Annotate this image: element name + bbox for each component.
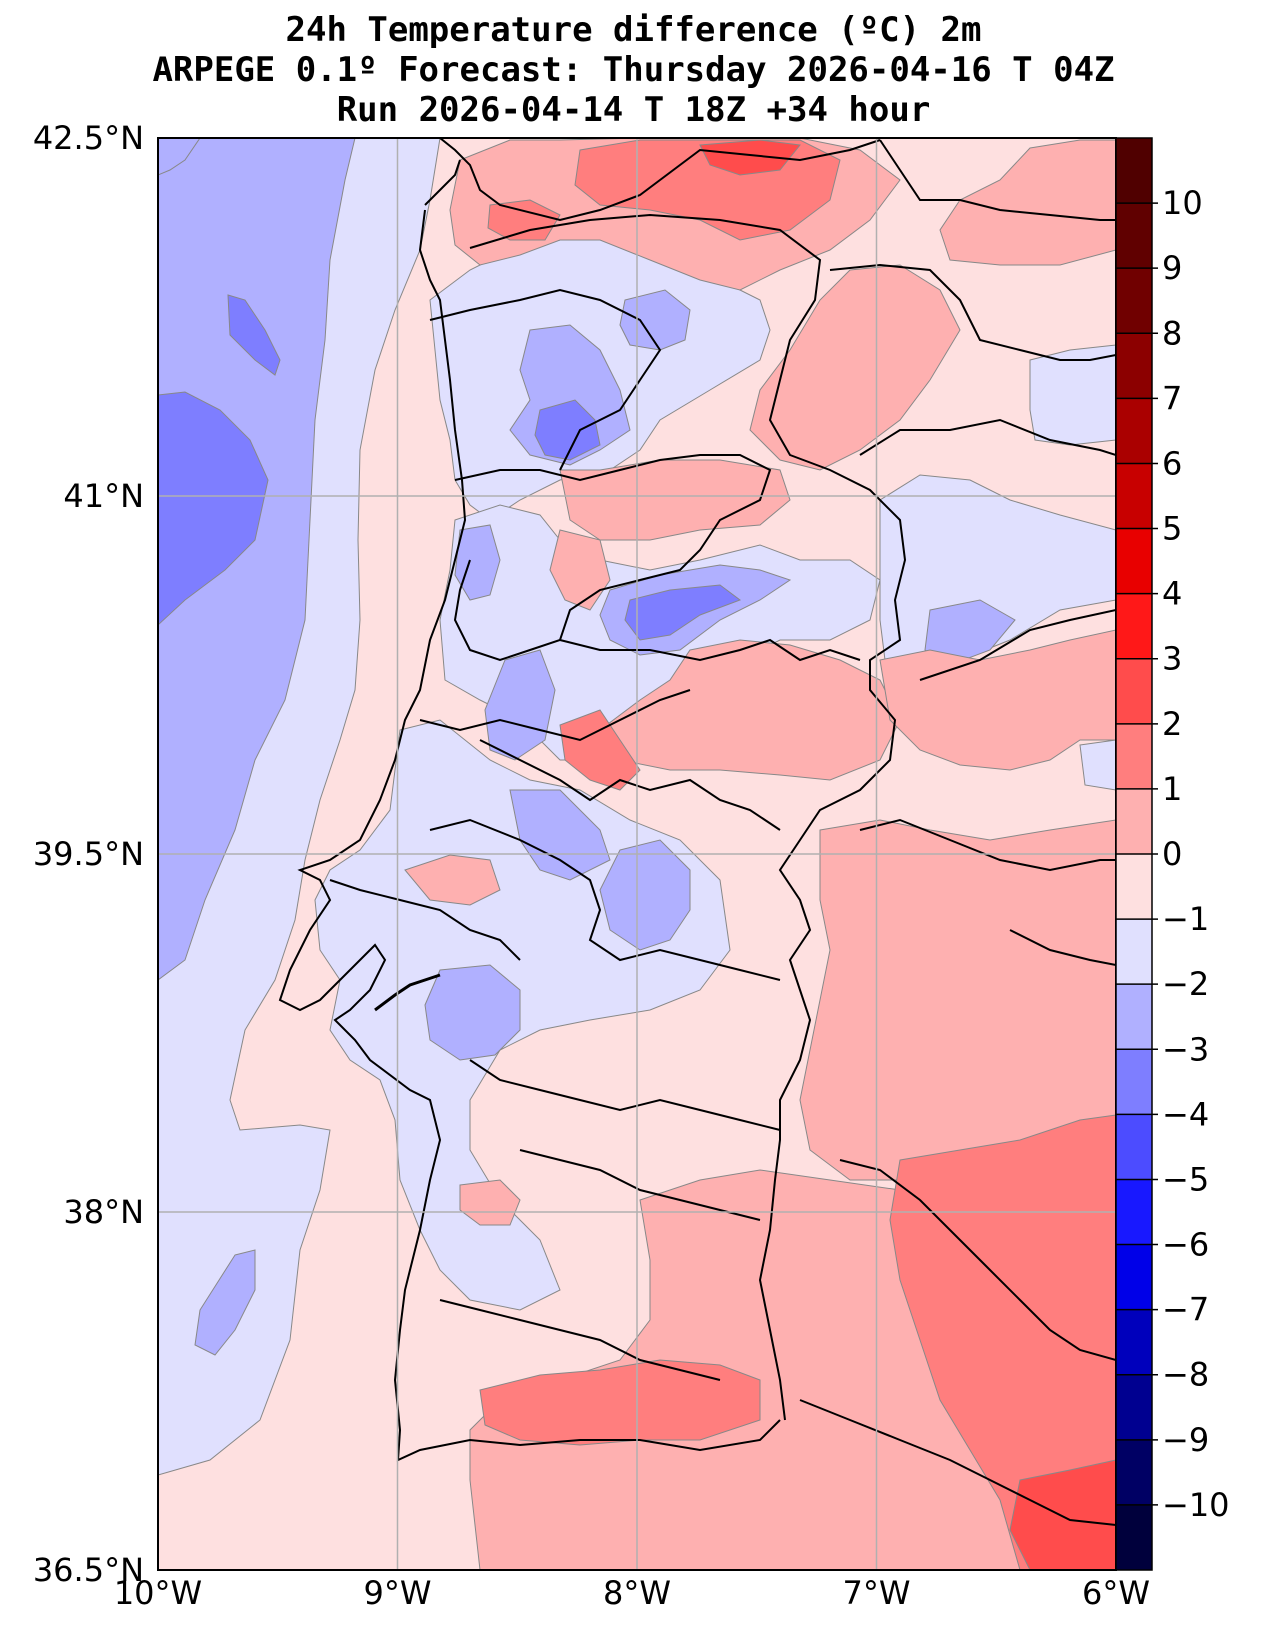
colorbar-segment: [1116, 333, 1152, 399]
colorbar-segment: [1116, 1179, 1152, 1246]
ocean-band-minus1-to-minus2: [158, 138, 356, 981]
lat-tick-label: 39.5°N: [33, 835, 144, 873]
colorbar-segment: [1116, 723, 1152, 790]
lon-tick-label: 8°W: [603, 1574, 671, 1612]
tejo-estuary: [374, 973, 441, 1012]
hot-zone-north-core: [699, 139, 801, 176]
negative-zone-northeast: [1029, 344, 1116, 446]
cold-pocket-1b: [534, 399, 601, 461]
cold-pocket-4b: [624, 584, 742, 641]
colorbar-tick-label: 1: [1162, 770, 1182, 808]
portugal-district-borders: [329, 288, 861, 1381]
colorbar-segment: [1116, 528, 1152, 595]
cold-pocket-7: [599, 839, 691, 951]
cold-pocket-5: [484, 649, 556, 761]
colorbar-segment: [1116, 398, 1152, 464]
colorbar-tick-label: −8: [1162, 1356, 1209, 1394]
colorbar-tick-label: 0: [1162, 835, 1182, 873]
lon-tick-label: 10°W: [114, 1574, 202, 1612]
hot-zone-north-west: [487, 199, 561, 241]
lat-tick-label: 42.5°N: [33, 119, 144, 157]
warm-zone-center-east: [599, 639, 901, 781]
colorbar-tick-label: −9: [1162, 1421, 1209, 1459]
colorbar-segment: [1116, 463, 1152, 530]
colorbar-tick-label: 9: [1162, 249, 1182, 287]
colorbar-segment: [1116, 268, 1152, 334]
portugal-coastline: [278, 159, 781, 1462]
colorbar-tick-label: −7: [1162, 1291, 1209, 1329]
colorbar-tick-label: 2: [1162, 705, 1182, 743]
colorbar-tick-label: −4: [1162, 1095, 1209, 1133]
ocean-spot-south: [194, 1249, 256, 1356]
colorbar-segment: [1116, 1374, 1152, 1441]
galicia-north-coast: [439, 138, 881, 222]
warm-zone-east-1: [879, 629, 1116, 771]
lon-tick-label: 7°W: [843, 1574, 911, 1612]
colorbar-tick-label: 3: [1162, 640, 1182, 678]
colorbar-segment: [1116, 203, 1152, 269]
colorbar-segment: [1116, 984, 1152, 1050]
colorbar-segment: [1116, 593, 1152, 660]
colorbar-tick-label: −2: [1162, 965, 1209, 1003]
colorbar-tick-label: −1: [1162, 900, 1209, 938]
colorbar-segment: [1116, 854, 1152, 920]
axis-labels: 10°W 9°W 8°W 7°W 6°W 42.5°N 41°N 39.5°N 38°N 36.5…: [33, 119, 1150, 1612]
colorbar-segment: [1116, 1504, 1152, 1571]
title-line-1: 24h Temperature difference (ºC) 2m: [285, 10, 982, 50]
lat-tick-label: 41°N: [63, 477, 144, 515]
ocean-spot-north: [227, 294, 281, 376]
colorbar-tick-label: 6: [1162, 444, 1182, 482]
colorbar-tick-label: −10: [1162, 1486, 1230, 1524]
cold-pocket-6: [509, 789, 611, 881]
warm-zone-oeste: [404, 854, 501, 906]
lat-tick-label: 36.5°N: [33, 1551, 144, 1589]
lon-tick-label: 9°W: [364, 1574, 432, 1612]
hot-zone-algarve: [479, 1359, 761, 1446]
colorbar-segment: [1116, 1049, 1152, 1115]
hot-zone-center: [559, 709, 641, 791]
spain-internal-borders: [799, 139, 1116, 1526]
colorbar-tick-label: 5: [1162, 510, 1182, 548]
colorbar-segment: [1116, 788, 1152, 855]
hot-zone-southeast: [889, 1114, 1116, 1570]
cold-pocket-8: [424, 964, 521, 1061]
colorbar-segment: [1116, 1309, 1152, 1376]
colorbar-tick-label: −3: [1162, 1030, 1209, 1068]
spain-portugal-border: [469, 213, 907, 1421]
hot-zone-southeast-2: [1009, 1459, 1116, 1570]
colorbar-tick-label: 8: [1162, 314, 1182, 352]
colorbar-segment: [1116, 919, 1152, 985]
map-title: 24h Temperature difference (ºC) 2m ARPEG…: [0, 10, 1267, 130]
negative-zone-east-small: [1079, 739, 1116, 791]
colorbar-tick-label: 10: [1162, 184, 1203, 222]
cold-pocket-3: [454, 524, 501, 601]
colorbar-segment: [1116, 1439, 1152, 1506]
lat-tick-label: 38°N: [63, 1193, 144, 1231]
colorbar-tick-label: −5: [1162, 1160, 1209, 1198]
ocean-nw-corner: [158, 138, 201, 176]
colorbar-segment: [1116, 658, 1152, 725]
colorbar-segment: [1116, 1114, 1152, 1180]
title-line-3: Run 2026-04-14 T 18Z +34 hour: [336, 90, 931, 130]
cold-pocket-9: [924, 599, 1016, 666]
colorbar-tick-label: 7: [1162, 379, 1182, 417]
colorbar-segment: [1116, 1244, 1152, 1311]
colorbar-segment: [1116, 138, 1152, 204]
warm-zone-alentejo-coast: [459, 1179, 521, 1226]
warm-zone-beira-mid: [549, 529, 611, 611]
ocean-band-minus2-to-minus3: [158, 391, 269, 626]
colorbar-tick-label: 4: [1162, 575, 1182, 613]
title-line-2: ARPEGE 0.1º Forecast: Thursday 2026-04-1…: [152, 50, 1115, 90]
gridlines: [158, 138, 1116, 1570]
lon-tick-label: 6°W: [1082, 1574, 1150, 1612]
colorbar-tick-label: −6: [1162, 1226, 1209, 1264]
warm-zone-northeast: [939, 139, 1116, 266]
